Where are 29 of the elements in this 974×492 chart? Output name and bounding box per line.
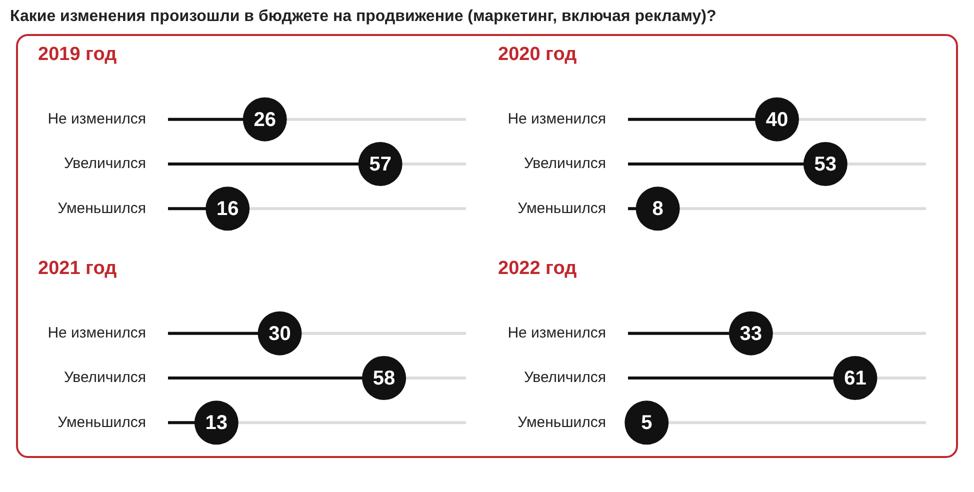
data-label: 33 xyxy=(740,322,762,345)
data-label: 40 xyxy=(766,108,788,131)
y-tick-label: Увеличился xyxy=(64,369,146,386)
data-label: 61 xyxy=(844,368,866,390)
y-tick-label: Увеличился xyxy=(524,369,606,386)
chart-title: 2021 год xyxy=(37,258,118,281)
data-label: 26 xyxy=(254,108,276,131)
data-label: 5 xyxy=(641,412,652,434)
y-tick-label: Увеличился xyxy=(64,155,146,172)
y-tick-label: Не изменился xyxy=(48,110,146,128)
y-tick-label: Уменьшился xyxy=(518,414,606,431)
data-label: 53 xyxy=(814,154,837,176)
chart-title: 2022 год xyxy=(497,258,578,281)
y-tick-label: Уменьшился xyxy=(518,200,606,217)
text: Какие изменения произошли в бюджете на продвижение (маркетинг, включая рекламу)? xyxy=(9,8,718,27)
y-tick-label: Не изменился xyxy=(508,324,606,342)
data-label: 8 xyxy=(652,198,664,220)
data-label: 30 xyxy=(268,322,291,345)
chart-title: 2020 год xyxy=(497,44,578,67)
y-tick-label: Уменьшился xyxy=(58,414,146,431)
y-tick-label: Не изменился xyxy=(508,110,606,128)
data-label: 16 xyxy=(216,198,239,220)
y-tick-label: Не изменился xyxy=(48,324,146,342)
data-label: 57 xyxy=(369,154,392,176)
y-tick-label: Увеличился xyxy=(524,155,606,172)
data-label: 58 xyxy=(372,368,396,390)
data-label: 13 xyxy=(205,412,228,434)
chart-title: 2019 год xyxy=(37,44,118,67)
y-tick-label: Уменьшился xyxy=(58,200,146,217)
